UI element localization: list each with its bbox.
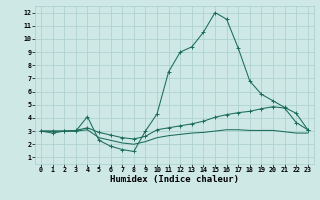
X-axis label: Humidex (Indice chaleur): Humidex (Indice chaleur): [110, 175, 239, 184]
